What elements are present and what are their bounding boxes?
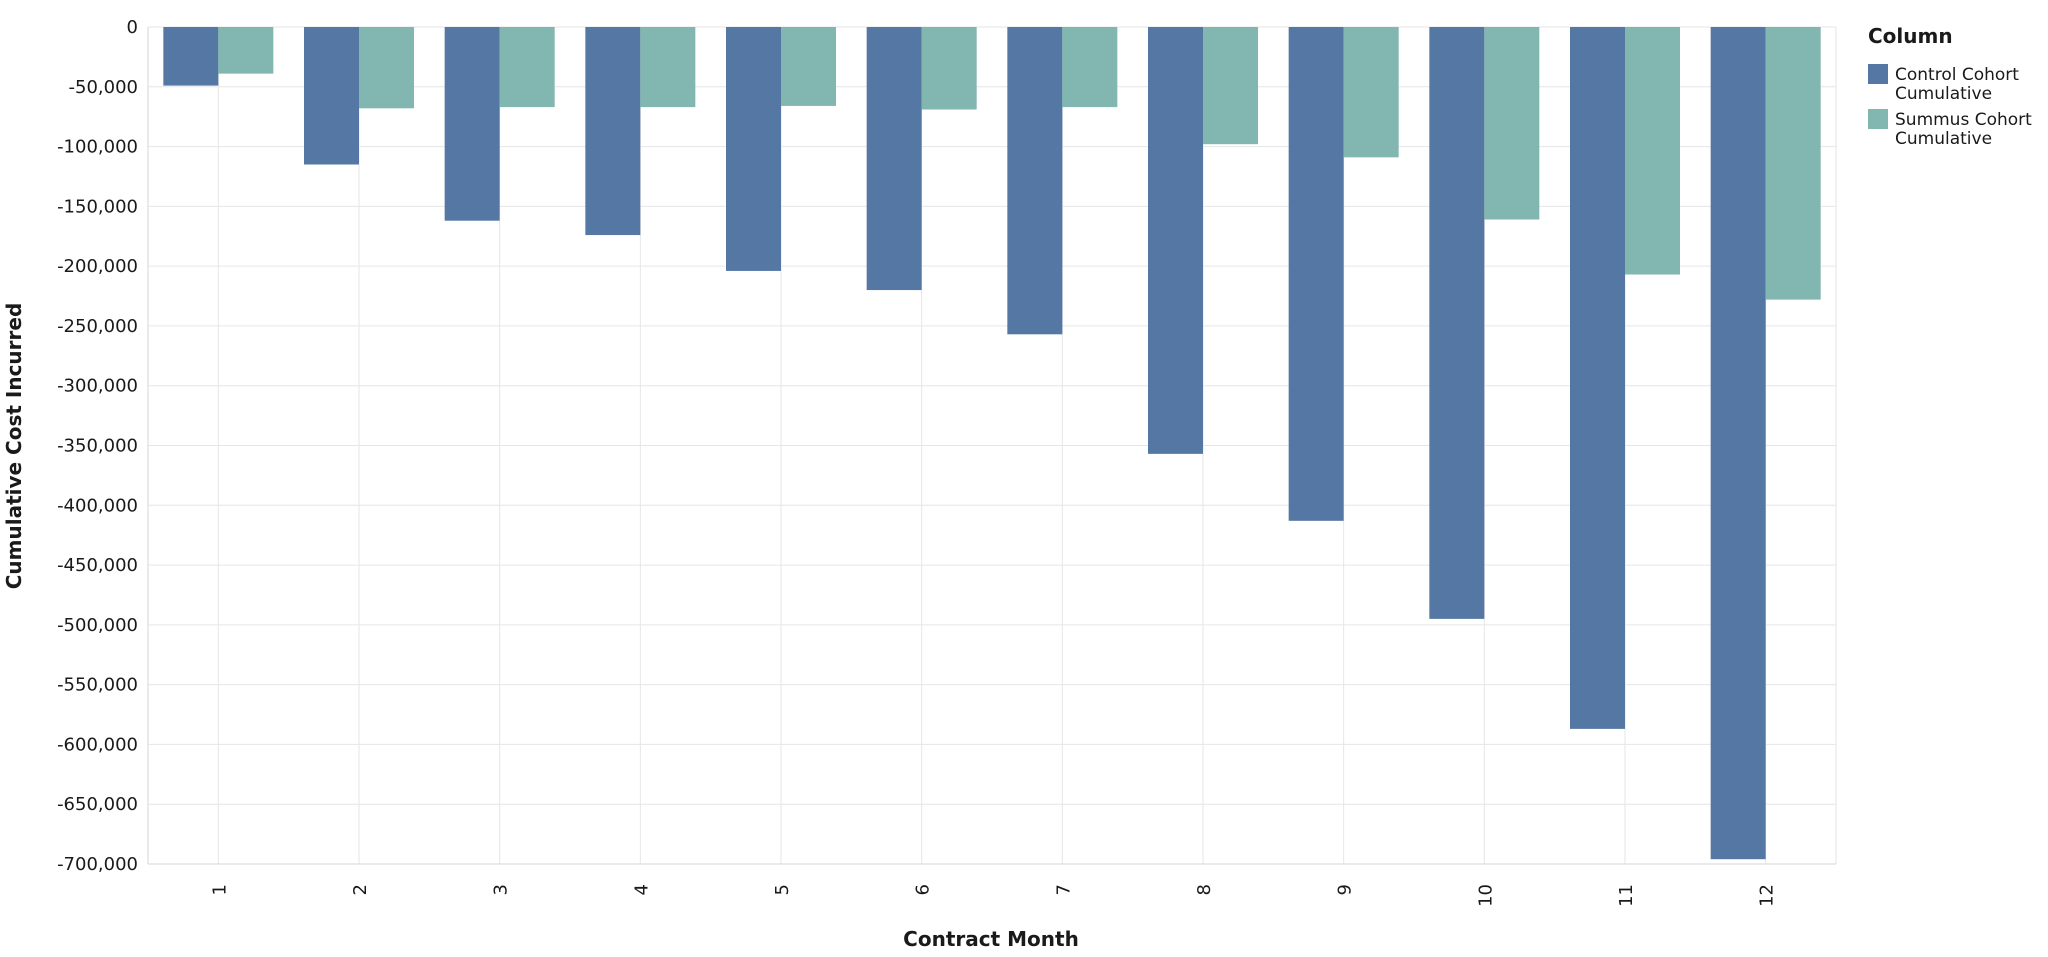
y-tick-label: -150,000 bbox=[57, 196, 138, 217]
x-tick-label: 12 bbox=[1757, 884, 1778, 907]
x-tick-labels: 1 2 3 4 5 6 7 8 9 10 11 12 bbox=[209, 884, 1777, 907]
y-tick-label: -100,000 bbox=[57, 137, 138, 158]
y-tick-label: -550,000 bbox=[57, 675, 138, 696]
bar-summus-cohort bbox=[1625, 27, 1680, 275]
y-tick-label: -400,000 bbox=[57, 495, 138, 516]
y-tick-label: -350,000 bbox=[57, 436, 138, 457]
bar-summus-cohort bbox=[640, 27, 696, 108]
bar-summus-cohort bbox=[781, 27, 836, 106]
x-tick-label: 9 bbox=[1335, 884, 1356, 895]
x-tick-label: 7 bbox=[1053, 884, 1074, 895]
legend-label: Control Cohort Cumulative bbox=[1895, 65, 2019, 104]
y-tick-label: 0 bbox=[127, 17, 138, 38]
legend-swatch bbox=[1868, 109, 1888, 129]
bar-control-cohort bbox=[1007, 27, 1063, 335]
x-tick-label: 3 bbox=[491, 884, 512, 895]
bar-control-cohort bbox=[163, 27, 219, 86]
y-axis-title: Cumulative Cost Incurred bbox=[2, 303, 26, 590]
bar-control-cohort bbox=[1570, 27, 1625, 729]
y-tick-label: -250,000 bbox=[57, 316, 138, 337]
bar-summus-cohort bbox=[1203, 27, 1258, 145]
y-tick-label: -450,000 bbox=[57, 555, 138, 576]
bar-control-cohort bbox=[444, 27, 500, 221]
bar-control-cohort bbox=[304, 27, 359, 165]
x-tick-label: 8 bbox=[1194, 884, 1215, 895]
bar-summus-cohort bbox=[359, 27, 414, 109]
y-tick-labels: 0 -50,000 -100,000 -150,000 -200,000 -250,000… bbox=[57, 17, 138, 875]
axes bbox=[147, 27, 1836, 865]
bar-summus-cohort bbox=[1062, 27, 1118, 108]
x-axis-title: Contract Month bbox=[903, 927, 1079, 951]
x-tick-label: 1 bbox=[209, 884, 230, 895]
bar-summus-cohort bbox=[1484, 27, 1540, 220]
bar-summus-cohort bbox=[1343, 27, 1399, 158]
legend-label: Summus Cohort Cumulative bbox=[1895, 110, 2032, 149]
x-tick-label: 4 bbox=[631, 884, 652, 895]
bar-control-cohort bbox=[1429, 27, 1485, 619]
y-tick-label: -200,000 bbox=[57, 256, 138, 277]
y-tick-label: -600,000 bbox=[57, 734, 138, 755]
legend-swatch bbox=[1868, 64, 1888, 84]
bar-summus-cohort bbox=[218, 27, 274, 74]
bar-control-cohort bbox=[726, 27, 781, 271]
y-tick-label: -500,000 bbox=[57, 615, 138, 636]
y-tick-label: -50,000 bbox=[69, 77, 138, 98]
bars bbox=[163, 27, 1821, 860]
legend-title: Column bbox=[1868, 24, 1953, 48]
bar-control-cohort bbox=[1288, 27, 1344, 521]
bar-summus-cohort bbox=[1765, 27, 1821, 300]
legend: Column Control Cohort Cumulative Summus Co… bbox=[1868, 24, 2032, 149]
bar-summus-cohort bbox=[499, 27, 555, 108]
x-tick-label: 6 bbox=[913, 884, 934, 895]
bar-control-cohort bbox=[1710, 27, 1766, 860]
bar-control-cohort bbox=[866, 27, 922, 291]
y-tick-label: -300,000 bbox=[57, 376, 138, 397]
bar-summus-cohort bbox=[921, 27, 977, 110]
y-tick-label: -700,000 bbox=[57, 854, 138, 875]
x-tick-label: 11 bbox=[1616, 884, 1637, 907]
bar-control-cohort bbox=[585, 27, 641, 236]
bar-control-cohort bbox=[1148, 27, 1203, 454]
y-tick-label: -650,000 bbox=[57, 794, 138, 815]
x-tick-label: 10 bbox=[1475, 884, 1496, 907]
x-tick-label: 5 bbox=[772, 884, 793, 895]
x-tick-label: 2 bbox=[350, 884, 371, 895]
